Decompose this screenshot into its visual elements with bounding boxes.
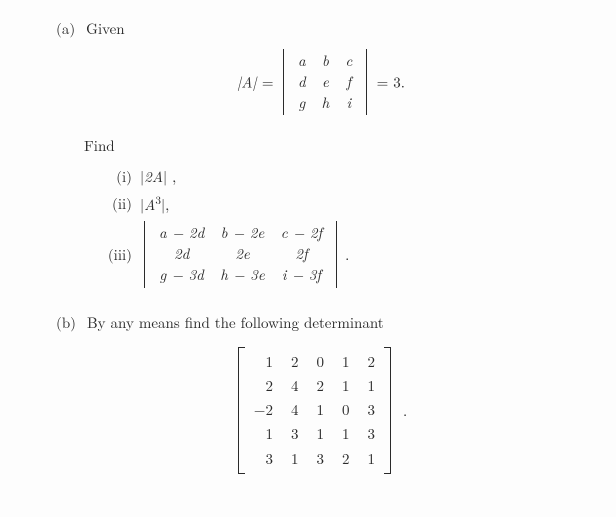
item-ii-label: (ii)	[96, 193, 132, 214]
part-a-equation: |A| = abc def ghi = 3.	[56, 49, 586, 115]
item-iii-label: (iii)	[96, 244, 132, 265]
item-ii-text: |A3|,	[140, 192, 169, 215]
part-b-heading: (b) By any means find the following dete…	[56, 312, 586, 333]
matrix-iii: a − 2d b − 2e c − 2f 2d 2e 2f g − 3d h −…	[151, 223, 330, 285]
part-b-tail: .	[403, 400, 407, 421]
part-b-label: (b)	[56, 312, 76, 333]
item-iii-tail: .	[345, 244, 349, 265]
find-word: Find	[84, 135, 586, 156]
eq-A: A	[241, 72, 252, 93]
eq-rhs: = 3.	[377, 72, 405, 93]
det-3x3: abc def ghi	[283, 49, 367, 115]
part-a-heading: (a) Given	[56, 18, 586, 39]
matrix-5x5: 12012 24211 −24103 13113 31321	[245, 350, 384, 471]
item-i: (i) |2A| ,	[96, 166, 586, 187]
item-ii: (ii) |A3|,	[96, 192, 586, 215]
part-a-label: (a)	[56, 18, 75, 39]
eq-lhs: |A| =	[237, 72, 279, 93]
page: (a) Given |A| = abc def ghi = 3. Find (i…	[0, 0, 616, 494]
matrix-5x5-bracket: 12012 24211 −24103 13113 31321	[238, 347, 391, 474]
part-b-text: By any means find the following determin…	[87, 312, 384, 333]
item-i-text: |2A| ,	[140, 166, 176, 187]
part-b-matrix-block: 12012 24211 −24103 13113 31321 .	[56, 347, 586, 474]
subitems: (i) |2A| , (ii) |A3|, (iii) a − 2d b − 2…	[96, 166, 586, 287]
matrix-abc: abc def ghi	[290, 51, 360, 113]
item-i-label: (i)	[96, 166, 132, 187]
item-iii: (iii) a − 2d b − 2e c − 2f 2d 2e 2f g − …	[96, 221, 586, 287]
det-iii: a − 2d b − 2e c − 2f 2d 2e 2f g − 3d h −…	[144, 221, 337, 287]
given-word: Given	[86, 18, 124, 39]
